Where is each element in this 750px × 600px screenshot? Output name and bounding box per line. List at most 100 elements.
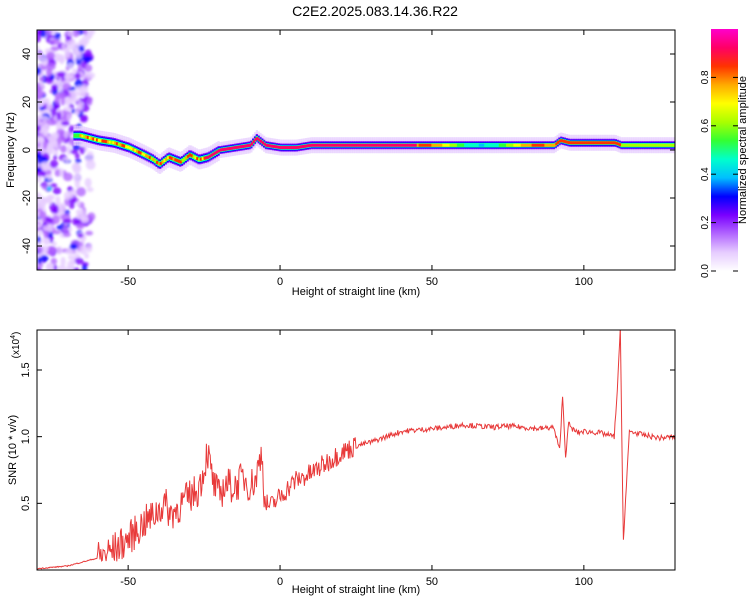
core-cell (526, 143, 529, 147)
noise-blob (70, 149, 79, 155)
core-cell (347, 143, 350, 147)
core-cell (633, 143, 636, 147)
core-cell (342, 143, 345, 147)
core-cell (404, 143, 407, 147)
core-cell (613, 141, 616, 145)
core-cell (389, 143, 392, 147)
core-cell (185, 156, 188, 160)
noise-blob (72, 68, 78, 74)
core-cell (179, 160, 182, 164)
noise-blob (37, 125, 41, 132)
core-cell (560, 139, 563, 143)
core-cell (278, 145, 281, 149)
noise-blob (37, 256, 42, 265)
core-cell (524, 143, 527, 147)
noise-blob (42, 127, 49, 137)
y-tick-label: 0 (21, 147, 33, 153)
noise-blob (75, 85, 85, 91)
noise-blob (37, 89, 41, 94)
noise-blob (68, 125, 75, 134)
noise-blob (74, 73, 81, 79)
core-cell (549, 143, 553, 147)
core-cell (400, 143, 403, 147)
core-cell (577, 141, 580, 145)
noise-blob (85, 230, 94, 236)
core-cell (609, 141, 613, 145)
core-cell (229, 146, 232, 150)
colorbar-tick-label: 0.6 (700, 118, 711, 132)
core-cell (362, 143, 365, 147)
core-cell (431, 143, 434, 147)
core-cell (588, 141, 591, 145)
noise-blob (62, 224, 69, 232)
core-cell (668, 143, 671, 147)
core-cell (650, 143, 653, 147)
core-cell (582, 141, 585, 145)
noise-blob (79, 245, 87, 255)
core-cell (276, 145, 279, 149)
core-cell (628, 143, 631, 147)
core-cell (311, 143, 314, 147)
core-cell (367, 143, 370, 147)
noise-blob (37, 66, 42, 75)
core-cell (154, 159, 157, 163)
core-cell (263, 142, 266, 146)
core-cell (145, 154, 148, 158)
core-cell (600, 141, 604, 145)
core-cell (274, 145, 277, 149)
core-cell (198, 158, 201, 162)
core-cell (141, 152, 144, 156)
core-cell (537, 143, 540, 147)
core-cell (670, 143, 673, 147)
colorbar: 0.0 0.2 0.4 0.6 0.8 Normalized spectral ampl… (700, 29, 749, 278)
noise-blob (45, 216, 52, 222)
snr-frame (36, 329, 676, 571)
spectrogram-noise-cloud (37, 30, 96, 270)
core-cell (393, 143, 396, 147)
core-cell (99, 139, 102, 143)
core-cell (639, 143, 642, 147)
noise-blob (46, 262, 54, 270)
noise-blob (41, 185, 48, 190)
core-cell (177, 159, 181, 163)
core-cell (152, 158, 155, 162)
core-cell (542, 143, 545, 147)
core-cell (134, 148, 137, 152)
core-cell (533, 143, 536, 147)
noise-blob (64, 249, 75, 255)
core-cell (620, 143, 624, 147)
core-cell (438, 143, 441, 147)
core-cell (345, 143, 348, 147)
core-cell (85, 135, 88, 139)
noise-blob (50, 257, 58, 265)
core-cell (644, 143, 647, 147)
core-cell (418, 143, 421, 147)
noise-blob (78, 45, 85, 53)
core-cell (391, 143, 394, 147)
core-cell (201, 157, 204, 161)
core-cell (95, 138, 99, 142)
core-cell (458, 143, 461, 147)
core-cell (132, 148, 135, 152)
core-cell (548, 143, 551, 147)
core-cell (208, 154, 212, 158)
core-cell (146, 155, 150, 159)
core-cell (515, 143, 518, 147)
noise-blob (76, 223, 85, 230)
core-cell (455, 143, 458, 147)
core-cell (351, 143, 354, 147)
core-cell (128, 146, 131, 150)
core-cell (314, 143, 317, 147)
core-cell (190, 154, 193, 158)
core-cell (544, 143, 547, 147)
core-cell (442, 143, 445, 147)
noise-blob (55, 195, 61, 206)
noise-blob (37, 136, 45, 143)
core-cell (114, 141, 117, 145)
core-cell (245, 144, 248, 148)
core-cell (476, 143, 480, 147)
noise-blob (79, 146, 86, 155)
noise-blob (37, 245, 43, 254)
core-cell (360, 143, 363, 147)
core-cell (493, 143, 496, 147)
